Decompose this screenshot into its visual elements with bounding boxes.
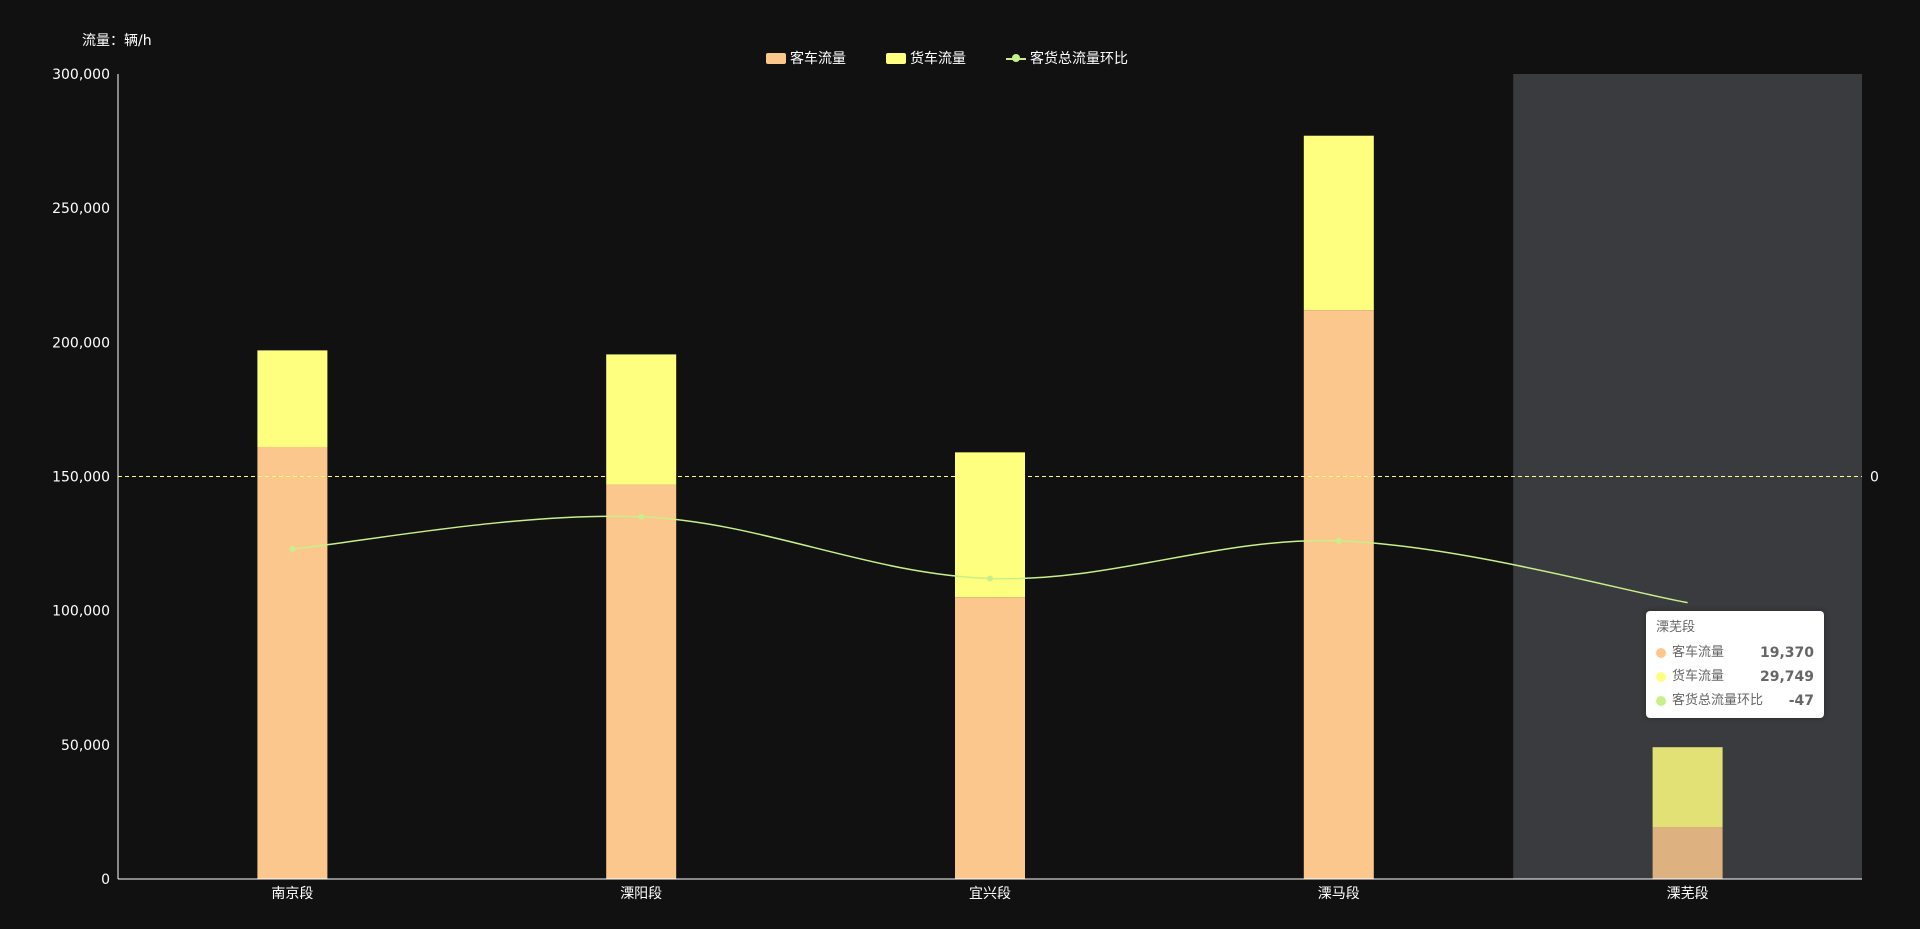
- tooltip-value: -47: [1788, 693, 1814, 709]
- x-tick-label: 溧阳段: [620, 886, 662, 902]
- y-tick-label: 50,000: [61, 738, 110, 754]
- legend-label-freight: 货车流量: [910, 51, 966, 67]
- tooltip-dot-ratio: [1656, 696, 1666, 706]
- bar-passenger: [1303, 310, 1374, 880]
- legend-item-ratio[interactable]: 客货总流量环比: [1006, 48, 1128, 68]
- legend-swatch-passenger: [766, 52, 786, 64]
- legend-label-passenger: 客车流量: [790, 51, 846, 67]
- bar-freight: [606, 354, 677, 485]
- tooltip-name: 客货总流量环比: [1672, 693, 1764, 708]
- legend-label-ratio: 客货总流量环比: [1030, 51, 1128, 67]
- legend-item-passenger[interactable]: 客车流量: [766, 48, 846, 68]
- y-tick-label: 100,000: [52, 604, 110, 620]
- tooltip-title: 溧芜段: [1656, 620, 1696, 635]
- ratio-point: [289, 545, 296, 552]
- tooltip-row: 客车流量 19,370: [1656, 641, 1814, 665]
- chart-legend: 客车流量 货车流量 客货总流量环比: [766, 48, 1168, 68]
- tooltip-name: 客车流量: [1672, 645, 1725, 660]
- y-axis-unit-label: 流量：辆/h: [82, 33, 152, 49]
- bar-passenger: [1652, 827, 1723, 879]
- x-tick-label: 溧芜段: [1667, 885, 1709, 902]
- bar-freight: [1303, 135, 1374, 311]
- tooltip-row: 客货总流量环比 -47: [1656, 689, 1814, 713]
- bar-passenger: [955, 597, 1025, 879]
- ratio-point: [638, 513, 645, 520]
- tooltip-name: 货车流量: [1672, 669, 1725, 684]
- legend-item-freight[interactable]: 货车流量: [886, 48, 966, 68]
- legend-swatch-freight: [886, 52, 906, 64]
- tooltip-dot-freight: [1656, 672, 1666, 682]
- x-tick-label: 宜兴段: [969, 886, 1011, 902]
- bar-freight: [257, 350, 328, 447]
- x-tick-label: 溧马段: [1318, 886, 1360, 902]
- bar-passenger: [606, 484, 677, 879]
- y-tick-label: 200,000: [52, 335, 110, 351]
- bar-freight: [1652, 747, 1723, 828]
- tooltip-value: 19,370: [1759, 645, 1814, 661]
- tooltip-dot-passenger: [1656, 648, 1666, 658]
- x-tick-label: 南京段: [271, 886, 313, 902]
- ratio-point: [987, 575, 993, 582]
- y-tick-label: 300,000: [52, 67, 110, 83]
- tooltip-row: 货车流量 29,749: [1656, 665, 1814, 689]
- markline-label: 0: [1870, 470, 1879, 486]
- y-tick-label: 250,000: [52, 201, 110, 217]
- legend-swatch-ratio: [1006, 53, 1026, 64]
- y-tick-label: 0: [101, 872, 110, 888]
- bar-passenger: [257, 446, 328, 879]
- y-tick-label: 150,000: [52, 470, 110, 486]
- chart-tooltip: 溧芜段 客车流量 19,370 货车流量 29,749 客货总流量环比 -47: [1646, 611, 1824, 718]
- tooltip-value: 29,749: [1759, 669, 1814, 685]
- ratio-point: [1335, 537, 1342, 544]
